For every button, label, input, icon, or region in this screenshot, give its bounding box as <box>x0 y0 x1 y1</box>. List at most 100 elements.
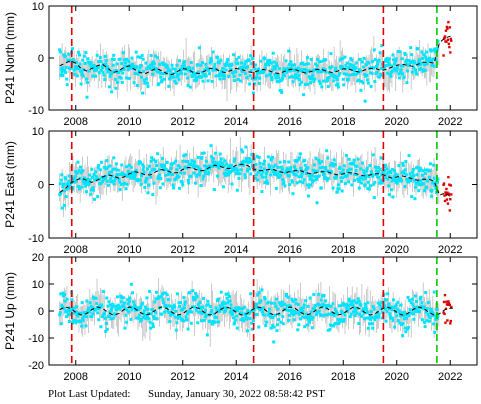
data-point <box>231 309 235 313</box>
data-point <box>257 155 261 159</box>
data-point <box>90 306 94 310</box>
data-point <box>402 314 406 318</box>
data-point <box>237 176 241 180</box>
data-point <box>421 169 425 173</box>
data-point <box>145 315 149 319</box>
data-point <box>332 73 336 77</box>
data-point <box>112 58 116 62</box>
data-point <box>136 179 140 183</box>
data-point <box>72 176 76 180</box>
data-point <box>281 322 285 326</box>
data-point <box>142 311 146 315</box>
data-point <box>106 70 110 74</box>
data-point <box>67 312 71 316</box>
data-point <box>277 76 281 80</box>
data-point <box>184 315 188 319</box>
data-point <box>374 173 378 177</box>
data-point <box>201 305 205 309</box>
data-point <box>200 312 204 316</box>
data-point <box>273 169 277 173</box>
data-point <box>218 77 222 81</box>
data-point <box>269 158 273 162</box>
data-point <box>429 307 433 311</box>
data-point <box>382 67 386 71</box>
data-point <box>91 312 95 316</box>
data-point <box>291 171 295 175</box>
data-point <box>101 70 105 74</box>
data-point <box>191 165 195 169</box>
data-point <box>91 188 95 192</box>
data-point <box>245 160 249 164</box>
data-point <box>250 321 254 325</box>
data-point <box>77 169 81 173</box>
data-point <box>273 73 277 77</box>
data-point <box>225 172 229 176</box>
data-point <box>362 171 366 175</box>
data-point <box>104 167 108 171</box>
data-point <box>344 304 348 308</box>
data-point <box>302 303 306 307</box>
data-point <box>192 72 196 76</box>
data-point <box>279 320 283 324</box>
y-tick-label: 20 <box>32 252 44 264</box>
data-point <box>300 172 304 176</box>
data-point <box>196 303 200 307</box>
data-point <box>277 170 281 174</box>
data-point <box>316 169 320 173</box>
data-point <box>101 66 104 70</box>
data-point <box>271 68 275 72</box>
data-point <box>155 290 159 294</box>
data-point <box>274 61 278 65</box>
data-point <box>290 63 294 67</box>
data-point <box>160 292 164 296</box>
data-point <box>115 81 119 85</box>
data-point <box>330 65 334 69</box>
data-point <box>176 164 180 168</box>
data-point <box>65 315 69 319</box>
x-tick-label: 2016 <box>278 244 302 256</box>
data-point <box>62 53 66 57</box>
data-point <box>318 166 322 170</box>
data-point <box>383 64 387 68</box>
data-point <box>388 63 392 67</box>
data-point <box>342 319 346 323</box>
data-point <box>233 157 237 161</box>
data-point <box>138 178 142 182</box>
data-point <box>403 53 407 57</box>
data-point <box>159 80 163 84</box>
data-point <box>259 299 263 303</box>
data-point <box>377 175 381 179</box>
data-point <box>122 301 126 305</box>
data-point <box>415 72 419 76</box>
data-point <box>64 195 68 199</box>
data-point <box>239 65 243 69</box>
data-point <box>427 314 431 318</box>
data-point <box>199 75 203 79</box>
data-point <box>288 309 292 313</box>
data-point <box>190 75 194 79</box>
data-point <box>289 60 293 64</box>
data-point <box>242 305 246 309</box>
data-point <box>126 174 130 178</box>
data-point <box>173 79 177 83</box>
data-point <box>113 312 117 316</box>
data-point <box>385 172 389 176</box>
data-point <box>371 153 375 157</box>
data-point <box>145 81 149 85</box>
data-point <box>408 63 412 67</box>
data-point <box>122 58 126 62</box>
data-point <box>272 165 276 169</box>
data-point <box>331 162 335 166</box>
data-point <box>324 168 328 172</box>
data-point <box>152 317 156 321</box>
data-point <box>138 55 142 59</box>
data-point <box>379 179 383 183</box>
data-point <box>369 310 373 314</box>
data-point <box>220 161 224 165</box>
data-point <box>214 164 218 168</box>
data-point <box>274 297 278 301</box>
data-point <box>202 151 206 155</box>
data-point <box>341 176 345 180</box>
data-point <box>267 310 271 314</box>
data-point <box>413 309 417 313</box>
